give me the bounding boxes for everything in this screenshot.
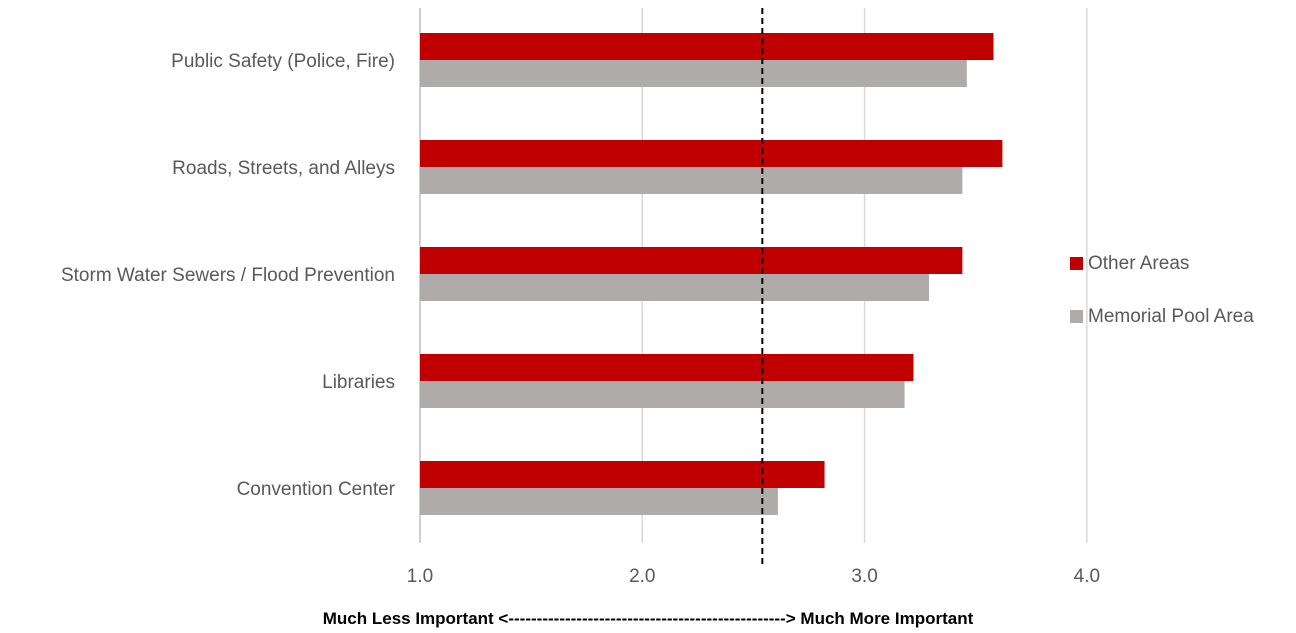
bar-other-areas — [420, 140, 1003, 167]
category-label: Libraries — [322, 372, 395, 393]
bar-other-areas — [420, 354, 914, 381]
legend-label: Memorial Pool Area — [1088, 306, 1254, 327]
bar-memorial-pool-area — [420, 381, 905, 408]
legend-swatch — [1070, 310, 1083, 323]
bar-memorial-pool-area — [420, 167, 963, 194]
bar-other-areas — [420, 247, 963, 274]
x-tick-label: 3.0 — [851, 566, 877, 587]
category-label: Convention Center — [237, 479, 396, 500]
bar-memorial-pool-area — [420, 488, 778, 515]
legend-swatch — [1070, 257, 1083, 270]
bar-other-areas — [420, 461, 825, 488]
category-label: Storm Water Sewers / Flood Prevention — [61, 265, 395, 286]
category-label: Public Safety (Police, Fire) — [171, 51, 395, 72]
category-label: Roads, Streets, and Alleys — [172, 158, 395, 179]
x-tick-label: 1.0 — [407, 566, 433, 587]
x-axis-label: Much Less Important <-------------------… — [323, 609, 974, 628]
x-tick-label: 4.0 — [1074, 566, 1100, 587]
x-tick-label: 2.0 — [629, 566, 655, 587]
bar-memorial-pool-area — [420, 274, 930, 301]
legend-label: Other Areas — [1088, 253, 1189, 274]
bar-other-areas — [420, 33, 994, 60]
bar-memorial-pool-area — [420, 60, 967, 87]
